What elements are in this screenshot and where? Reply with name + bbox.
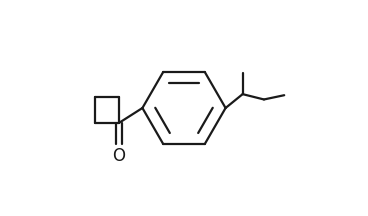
Text: O: O: [113, 147, 125, 165]
